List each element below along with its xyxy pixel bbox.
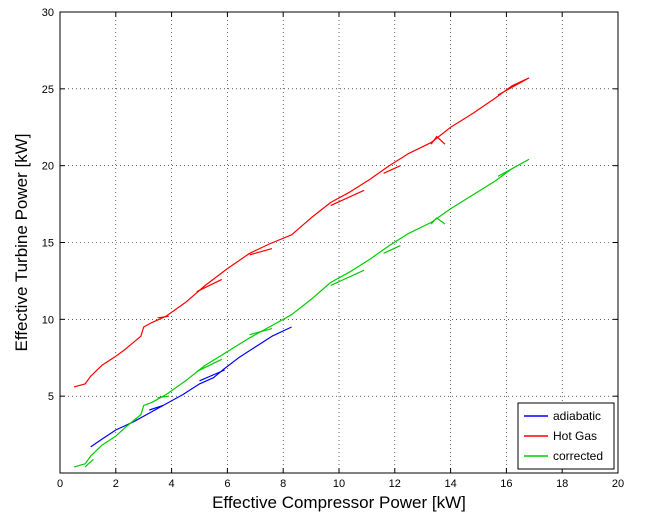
series-segment-adiabatic [149, 404, 164, 411]
x-tick-label: 10 [333, 478, 345, 490]
y-tick-label: 20 [42, 161, 54, 173]
series-segment-corrected [84, 458, 94, 468]
series-segment-hot-gas [196, 278, 223, 293]
series-segment-hot-gas [383, 165, 401, 174]
series-segment-corrected [383, 245, 401, 254]
y-tick-label: 10 [42, 314, 54, 326]
series-corrected [73, 158, 530, 468]
series-segment-hot-gas [157, 315, 169, 319]
series-segment-hot-gas [430, 135, 446, 145]
series-segment-adiabatic [199, 369, 225, 382]
legend-label: Hot Gas [553, 429, 597, 443]
y-tick-label: 30 [42, 7, 54, 19]
series-segment-corrected [330, 269, 365, 287]
legend-item-hot-gas: Hot Gas [524, 429, 597, 443]
x-tick-label: 0 [57, 478, 63, 490]
y-tick-label: 15 [42, 238, 54, 250]
grid-lines [60, 12, 618, 473]
series-segment-corrected [157, 395, 169, 399]
series-segment-corrected [249, 328, 273, 336]
y-axis-label: Effective Turbine Power [kW] [12, 134, 31, 352]
x-tick-label: 8 [280, 478, 286, 490]
x-tick-label: 14 [444, 478, 456, 490]
series-lines [73, 77, 530, 468]
legend-label: corrected [553, 449, 603, 463]
x-tick-label: 12 [389, 478, 401, 490]
x-tick-label: 2 [113, 478, 119, 490]
y-tick-label: 25 [42, 84, 54, 96]
legend: adiabatic Hot Gas corrected [517, 402, 615, 470]
series-line-hot-gas [73, 77, 530, 388]
x-tick-label: 4 [169, 478, 175, 490]
x-tick-label: 16 [500, 478, 512, 490]
series-line-corrected [73, 158, 530, 468]
legend-item-corrected: corrected [524, 449, 603, 463]
series-segment-hot-gas [330, 189, 365, 207]
legend-item-adiabatic: adiabatic [524, 409, 601, 423]
x-tick-label: 20 [612, 478, 624, 490]
series-segment-corrected [430, 217, 446, 225]
x-axis-label: Effective Compressor Power [kW] [212, 493, 466, 512]
axis-ticks: 0 2 4 6 8 10 12 14 16 18 20 5 10 15 20 25 30 [42, 7, 624, 490]
y-tick-label: 5 [48, 391, 54, 403]
series-hot-gas [73, 77, 530, 388]
series-segment-corrected [196, 358, 223, 373]
x-tick-label: 18 [556, 478, 568, 490]
x-tick-label: 6 [224, 478, 230, 490]
legend-label: adiabatic [553, 409, 601, 423]
series-line-adiabatic [90, 326, 292, 448]
series-segment-hot-gas [249, 248, 273, 256]
series-adiabatic [90, 326, 292, 448]
